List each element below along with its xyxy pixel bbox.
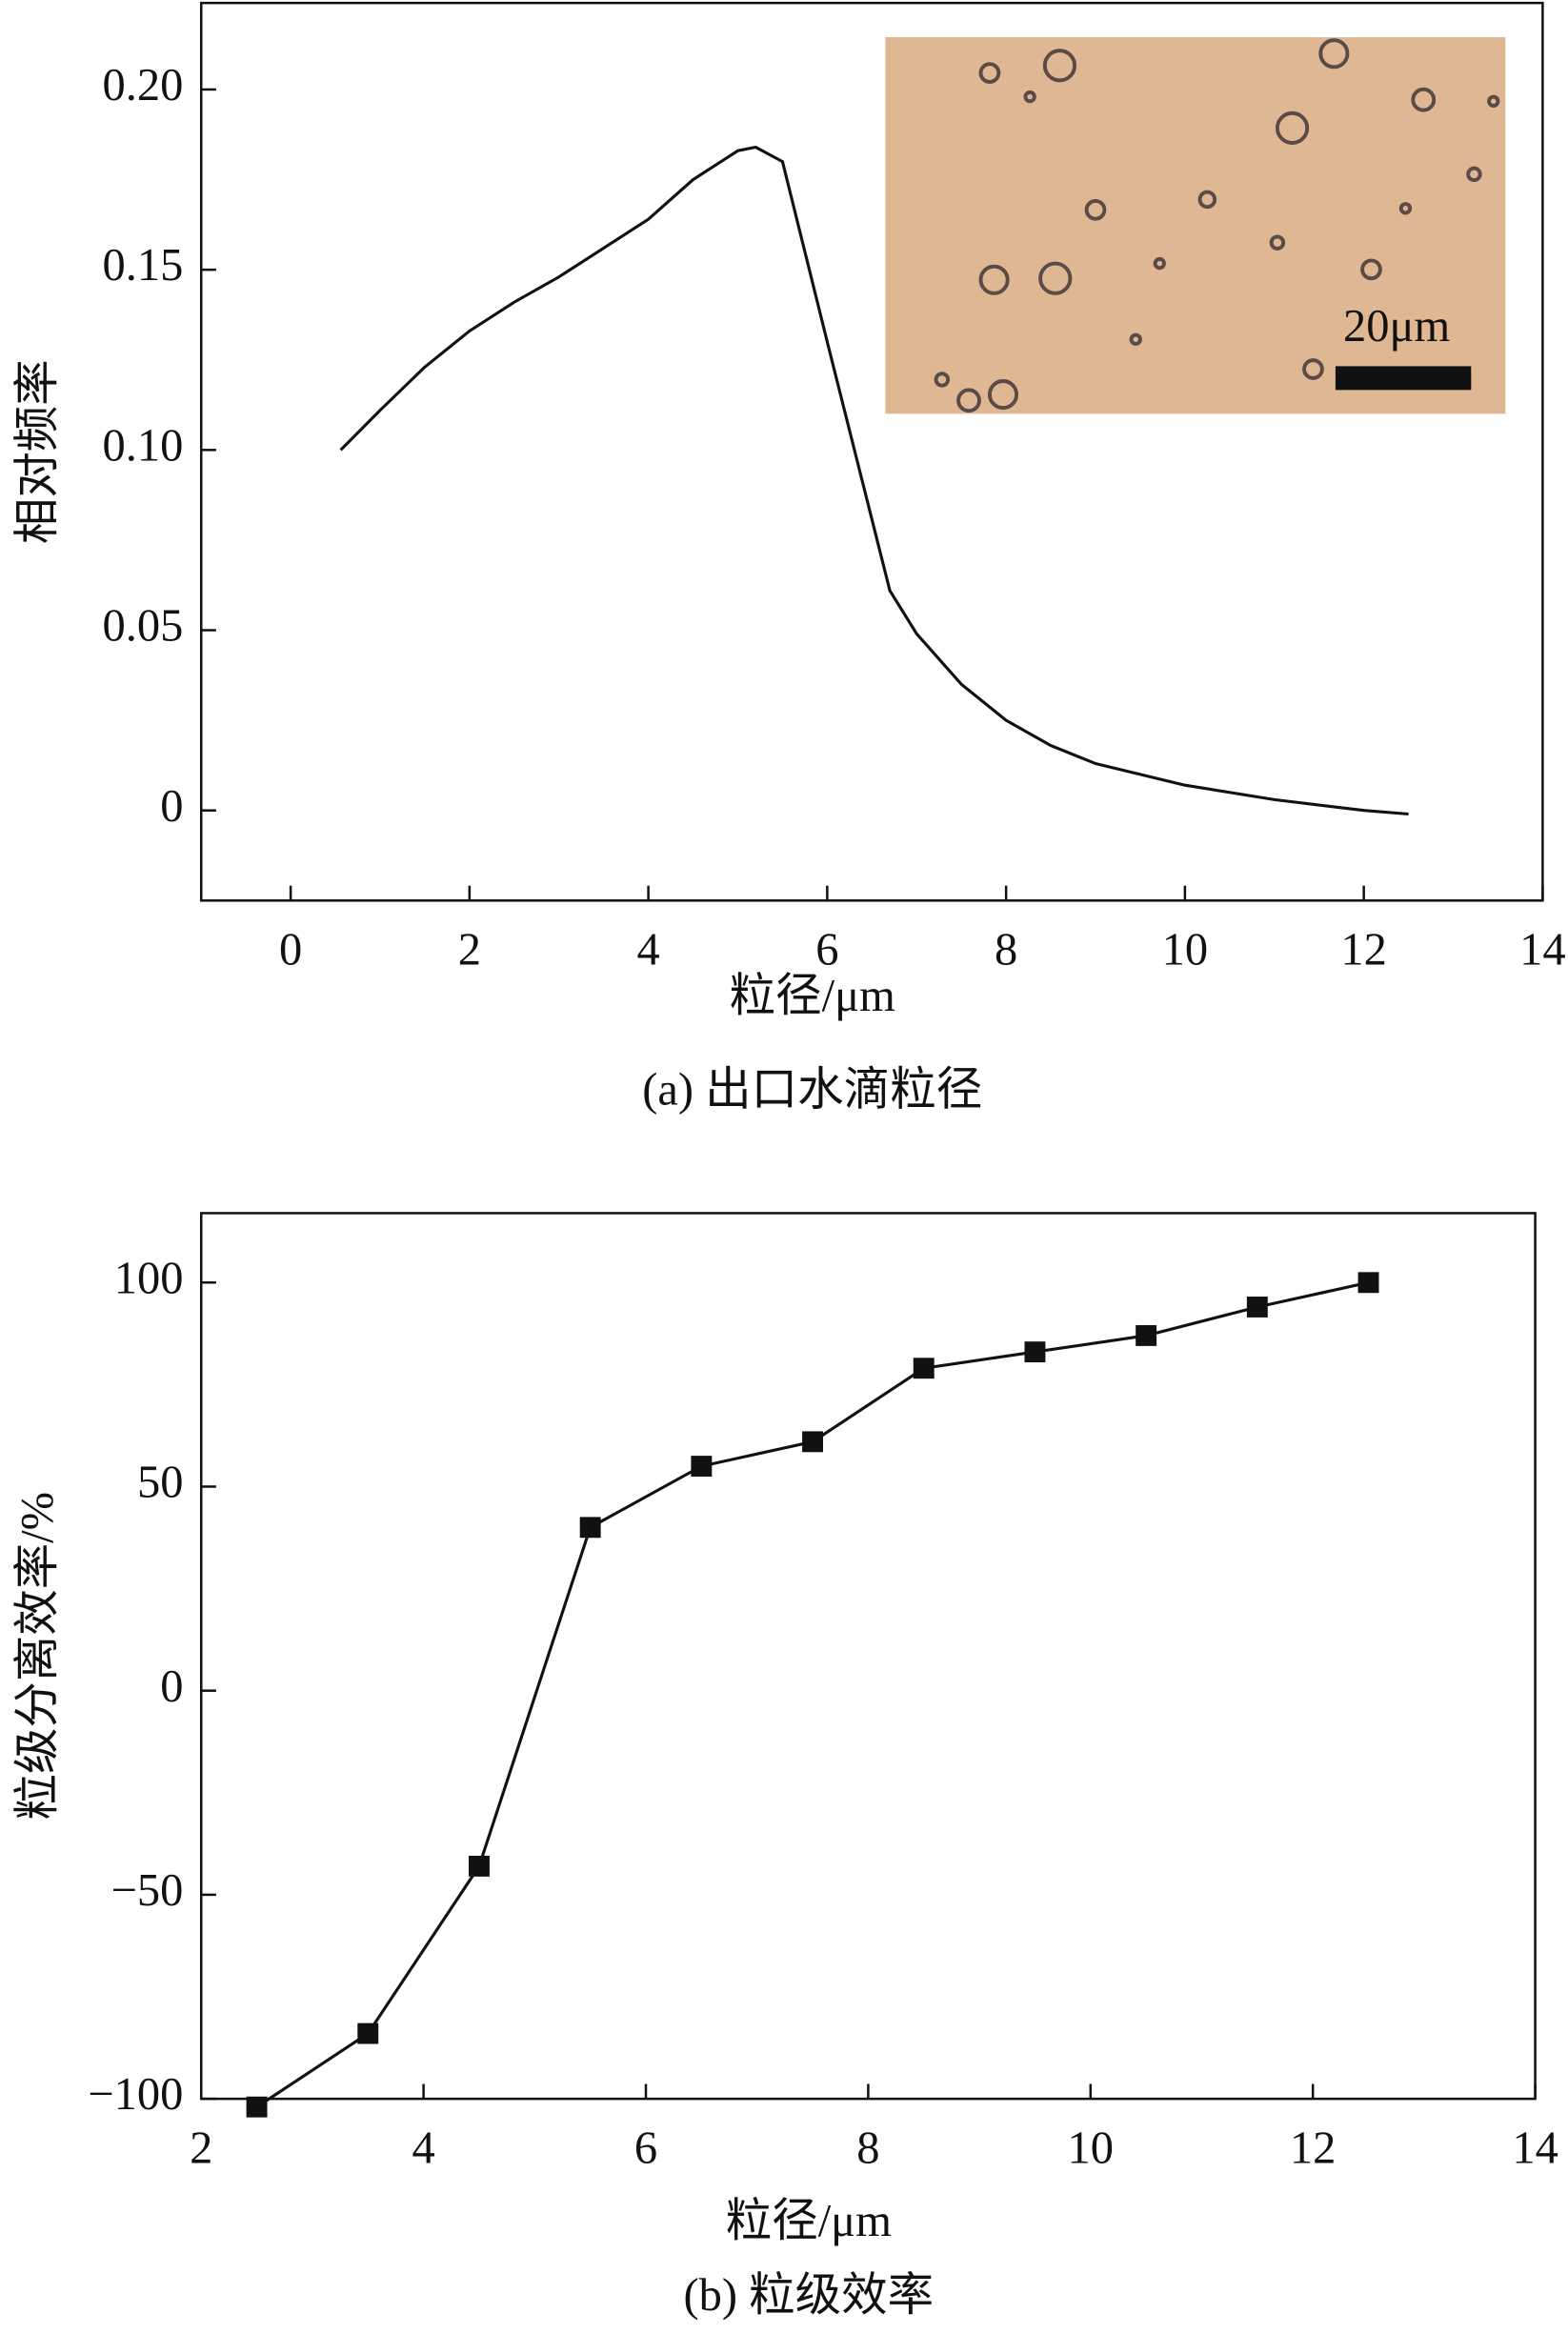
x-tick-label: 8 xyxy=(995,925,1017,976)
x-axis-label: 粒径/μm xyxy=(726,2196,892,2246)
data-marker xyxy=(1357,1272,1379,1294)
data-line xyxy=(339,145,1409,816)
data-marker xyxy=(1024,1341,1046,1363)
y-tick-label: 100 xyxy=(114,1253,184,1303)
y-tick-label: 0 xyxy=(160,1661,183,1712)
y-axis-label: 粒级分离效率/% xyxy=(12,1492,63,1820)
data-marker xyxy=(913,1358,935,1379)
caption: (b) 粒级效率 xyxy=(683,2270,934,2321)
plot-frame xyxy=(199,1212,1537,2101)
y-axis-label: 相对频率 xyxy=(12,359,63,544)
x-axis-label: 粒径/μm xyxy=(730,971,895,1021)
x-tick-label: 2 xyxy=(190,2123,212,2174)
y-tick-label: −100 xyxy=(88,2069,183,2120)
data-marker xyxy=(469,1855,490,1877)
x-tick-label: 2 xyxy=(458,925,481,976)
x-tick-label: 12 xyxy=(1290,2123,1337,2174)
x-tick-label: 8 xyxy=(856,2123,879,2174)
x-tick-label: 4 xyxy=(636,925,659,976)
y-tick-label: 0.05 xyxy=(103,601,184,652)
data-marker xyxy=(802,1431,824,1453)
x-tick-label: 12 xyxy=(1340,925,1387,976)
y-tick-label: −50 xyxy=(111,1865,184,1916)
data-line xyxy=(255,1280,1369,2108)
inset-photo: 20μm xyxy=(885,37,1506,414)
y-tick-label: 0.20 xyxy=(103,60,184,111)
plot-frame xyxy=(199,1,1544,902)
x-tick-label: 14 xyxy=(1512,2123,1558,2174)
data-marker xyxy=(691,1456,713,1477)
caption: (a) 出口水滴粒径 xyxy=(642,1065,982,1116)
x-tick-label: 14 xyxy=(1519,925,1566,976)
x-tick-label: 0 xyxy=(279,925,302,976)
data-marker xyxy=(1246,1297,1268,1318)
x-tick-label: 6 xyxy=(815,925,838,976)
x-tick-label: 6 xyxy=(634,2123,657,2174)
data-marker xyxy=(1136,1325,1157,1346)
x-tick-label: 10 xyxy=(1068,2123,1115,2174)
y-tick-label: 0.10 xyxy=(103,420,184,471)
x-tick-label: 10 xyxy=(1162,925,1209,976)
data-marker xyxy=(579,1517,601,1539)
y-tick-label: 0.15 xyxy=(103,240,184,291)
data-marker xyxy=(357,2022,379,2044)
y-tick-label: 0 xyxy=(160,781,183,832)
data-marker xyxy=(246,2096,268,2118)
y-tick-label: 50 xyxy=(137,1458,184,1508)
x-tick-label: 4 xyxy=(412,2123,434,2174)
scale-label: 20μm xyxy=(1343,301,1450,352)
